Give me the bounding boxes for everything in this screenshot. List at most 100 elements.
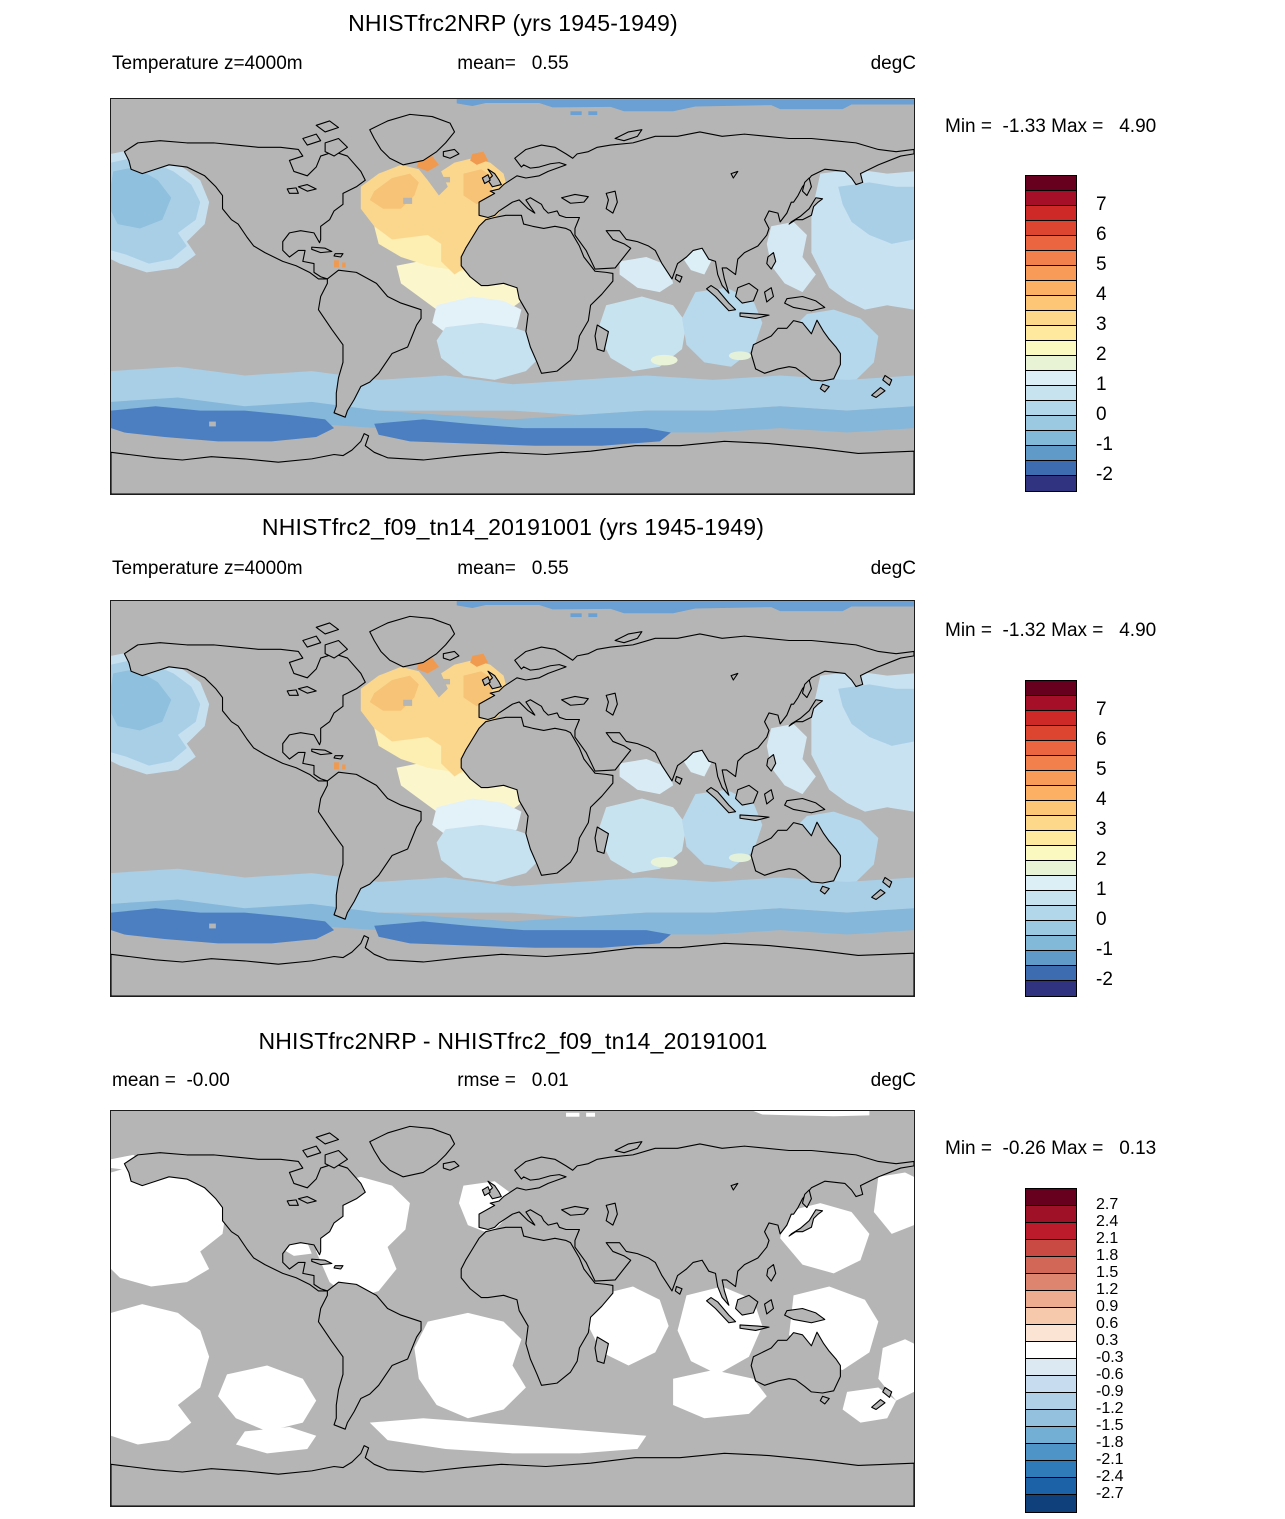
colorbar-cell <box>1026 1461 1076 1478</box>
colorbar-cell <box>1026 1393 1076 1410</box>
panel2-variable-label: Temperature z=4000m <box>112 558 303 579</box>
colorbar-cell <box>1026 726 1076 741</box>
colorbar-cell <box>1026 1189 1076 1206</box>
colorbar-tick-label: 5 <box>1096 254 1107 275</box>
panel2-title: NHISTfrc2_f09_tn14_20191001 (yrs 1945-19… <box>261 514 765 540</box>
panel1-mean-label: mean= 0.55 <box>457 53 569 74</box>
colorbar-cell <box>1026 831 1076 846</box>
colorbar-tick-label: 1 <box>1096 374 1107 395</box>
panel2-map <box>110 600 915 997</box>
panel3-rmse-label: rmse = 0.01 <box>457 1070 569 1091</box>
colorbar-tick-label: 0.9 <box>1096 1298 1119 1315</box>
colorbar-cell <box>1026 266 1076 281</box>
colorbar-cell <box>1026 801 1076 816</box>
colorbar-cell <box>1026 786 1076 801</box>
colorbar-tick-label: 5 <box>1096 759 1107 780</box>
panel1-labels-row: Temperature z=4000m mean= 0.55 degC <box>110 53 916 77</box>
colorbar-tick-label: -1.8 <box>1096 1434 1124 1451</box>
colorbar-tick-label: 2 <box>1096 849 1107 870</box>
colorbar-cell <box>1026 341 1076 356</box>
panel2-colorbar <box>1025 680 1077 997</box>
colorbar-cell <box>1026 891 1076 906</box>
colorbar-cell <box>1026 1206 1076 1223</box>
colorbar-tick-label: 4 <box>1096 284 1107 305</box>
colorbar-cell <box>1026 876 1076 891</box>
panel1-minmax: Min = -1.33 Max = 4.90 <box>945 116 1157 137</box>
colorbar-tick-label: 1.5 <box>1096 1264 1119 1281</box>
panel2-labels-row: Temperature z=4000m mean= 0.55 degC <box>110 558 916 582</box>
colorbar-cell <box>1026 446 1076 461</box>
colorbar-tick-label: 6 <box>1096 224 1107 245</box>
colorbar-tick-label: -2.1 <box>1096 1451 1124 1468</box>
colorbar-cell <box>1026 1444 1076 1461</box>
colorbar-tick-label: -1 <box>1096 434 1113 455</box>
colorbar-tick-label: 7 <box>1096 194 1107 215</box>
panel1-colorbar <box>1025 175 1077 492</box>
colorbar-cell <box>1026 296 1076 311</box>
colorbar-cell <box>1026 326 1076 341</box>
colorbar-cell <box>1026 251 1076 266</box>
colorbar-cell <box>1026 951 1076 966</box>
colorbar-cell <box>1026 1257 1076 1274</box>
colorbar-tick-label: -1.2 <box>1096 1400 1124 1417</box>
colorbar-cell <box>1026 1359 1076 1376</box>
colorbar-cell <box>1026 1223 1076 1240</box>
colorbar-cell <box>1026 356 1076 371</box>
colorbar-cell <box>1026 981 1076 996</box>
difference-patches <box>111 1111 914 1454</box>
colorbar-cell <box>1026 1410 1076 1427</box>
colorbar-cell <box>1026 906 1076 921</box>
colorbar-cell <box>1026 936 1076 951</box>
panel1-variable-label: Temperature z=4000m <box>112 53 303 74</box>
ocean-temperature-patches <box>111 601 914 948</box>
colorbar-cell <box>1026 1325 1076 1342</box>
colorbar-tick-label: 7 <box>1096 699 1107 720</box>
colorbar-tick-label: 0 <box>1096 909 1107 930</box>
colorbar-cell <box>1026 431 1076 446</box>
colorbar-tick-label: 2 <box>1096 344 1107 365</box>
continent-outlines-slot <box>111 1126 914 1506</box>
colorbar-cell <box>1026 1495 1076 1512</box>
colorbar-tick-label: 3 <box>1096 819 1107 840</box>
continent-outlines <box>111 616 914 996</box>
colorbar-tick-label: 2.7 <box>1096 1196 1119 1213</box>
colorbar-cell <box>1026 1342 1076 1359</box>
colorbar-tick-label: 2.1 <box>1096 1230 1119 1247</box>
colorbar-tick-label: 4 <box>1096 789 1107 810</box>
panel2-map-canvas <box>111 601 914 996</box>
panel3-minmax: Min = -0.26 Max = 0.13 <box>945 1138 1157 1159</box>
colorbar-tick-label: 0.6 <box>1096 1315 1119 1332</box>
colorbar-cell <box>1026 1308 1076 1325</box>
colorbar-tick-label: 6 <box>1096 729 1107 750</box>
colorbar-cell <box>1026 386 1076 401</box>
colorbar-tick-label: -0.3 <box>1096 1349 1124 1366</box>
colorbar-cell <box>1026 966 1076 981</box>
panel3-colorbar <box>1025 1188 1077 1513</box>
colorbar-cell <box>1026 191 1076 206</box>
colorbar-cell <box>1026 1427 1076 1444</box>
colorbar-cell <box>1026 1376 1076 1393</box>
colorbar-cell <box>1026 1478 1076 1495</box>
colorbar-cell <box>1026 711 1076 726</box>
panel3-labels-row: mean = -0.00 rmse = 0.01 degC <box>110 1070 916 1094</box>
colorbar-tick-label: -2 <box>1096 464 1113 485</box>
colorbar-cell <box>1026 416 1076 431</box>
colorbar-cell <box>1026 846 1076 861</box>
panel1-map-canvas <box>111 99 914 494</box>
colorbar-tick-label: -2.7 <box>1096 1485 1124 1502</box>
colorbar-tick-label: 0.3 <box>1096 1332 1119 1349</box>
colorbar-cell <box>1026 476 1076 491</box>
panel1-title: NHISTfrc2NRP (yrs 1945-1949) <box>348 10 678 36</box>
colorbar-cell <box>1026 461 1076 476</box>
colorbar-cell <box>1026 816 1076 831</box>
colorbar-tick-label: -1.5 <box>1096 1417 1124 1434</box>
colorbar-cell <box>1026 206 1076 221</box>
colorbar-cell <box>1026 861 1076 876</box>
colorbar-cell <box>1026 1291 1076 1308</box>
colorbar-cell <box>1026 401 1076 416</box>
panel1-map <box>110 98 915 495</box>
panel1-unit-label: degC <box>870 53 916 74</box>
colorbar-cell <box>1026 371 1076 386</box>
ocean-temperature-patches <box>111 99 914 446</box>
